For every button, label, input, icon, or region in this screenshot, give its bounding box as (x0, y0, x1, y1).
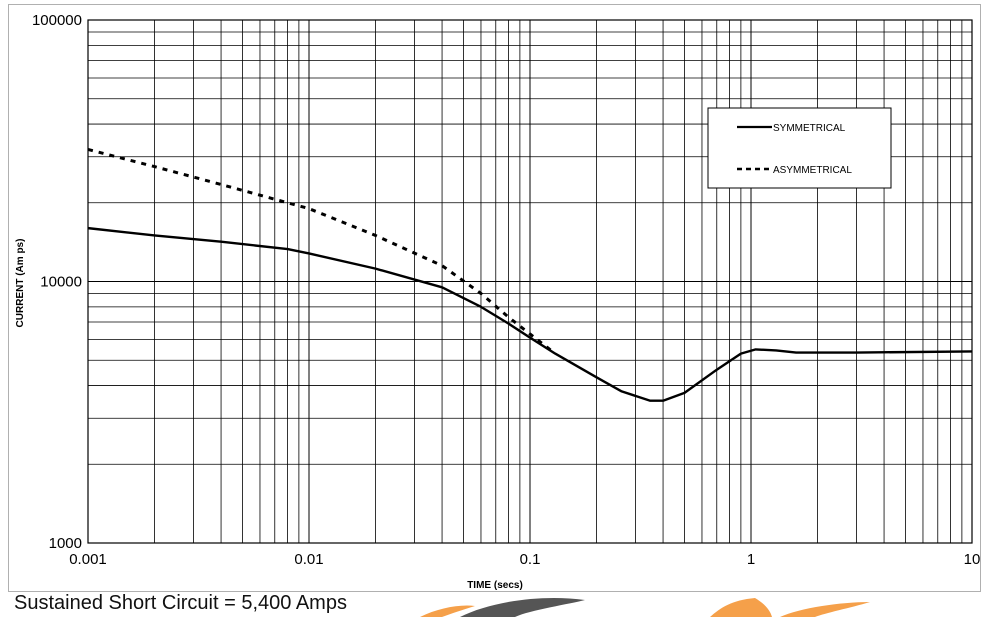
plot-area-border (87, 19, 973, 544)
x-tick-label: 1 (747, 551, 755, 568)
footer-note: Sustained Short Circuit = 5,400 Amps (14, 592, 347, 614)
series-lines (87, 147, 973, 402)
x-axis-title: TIME (secs) (467, 580, 523, 591)
logo-swoosh-gray (460, 597, 585, 617)
x-tick-label: 10 (964, 551, 981, 568)
y-tick-label: 10000 (40, 274, 82, 291)
y-axis-title: CURRENT (Am ps) (15, 239, 26, 328)
legend-label-symmetrical: SYMMETRICAL (773, 123, 846, 134)
x-tick-label: 0.001 (69, 551, 107, 568)
series-line-symmetrical (87, 226, 973, 402)
legend-box (707, 107, 892, 189)
x-tick-label: 0.01 (294, 551, 323, 568)
y-tick-label: 1000 (49, 535, 82, 552)
y-tick-label: 100000 (32, 12, 82, 29)
series-line-asymmetrical (87, 147, 557, 355)
logo-swoosh-watermark (420, 597, 870, 617)
logo-swoosh-orange-tail (780, 602, 870, 617)
current-time-chart: 0.001 0.01 0.1 1 10 1000 10000 100000 TIME (sec… (15, 12, 980, 591)
legend: SYMMETRICAL ASYMMETRICAL (707, 107, 892, 189)
logo-swoosh-orange-right (710, 598, 772, 617)
chart-frame: 0.001 0.01 0.1 1 10 1000 10000 100000 TIME (sec… (8, 4, 981, 592)
logo-swoosh-orange-left (420, 605, 475, 617)
grid (87, 19, 973, 544)
legend-label-asymmetrical: ASYMMETRICAL (773, 165, 852, 176)
x-tick-label: 0.1 (520, 551, 541, 568)
tick-labels: 0.001 0.01 0.1 1 10 1000 10000 100000 (32, 12, 980, 568)
